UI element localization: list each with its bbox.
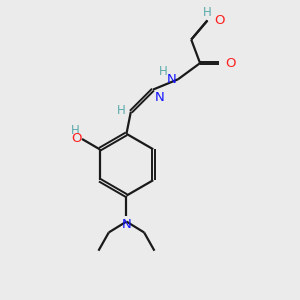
Text: N: N xyxy=(167,73,176,86)
Text: H: H xyxy=(203,6,212,19)
Text: O: O xyxy=(214,14,224,27)
Text: H: H xyxy=(71,124,80,137)
Text: H: H xyxy=(117,104,126,117)
Text: O: O xyxy=(226,57,236,70)
Text: N: N xyxy=(122,218,131,231)
Text: H: H xyxy=(159,65,168,79)
Text: N: N xyxy=(154,91,164,104)
Text: O: O xyxy=(71,133,82,146)
